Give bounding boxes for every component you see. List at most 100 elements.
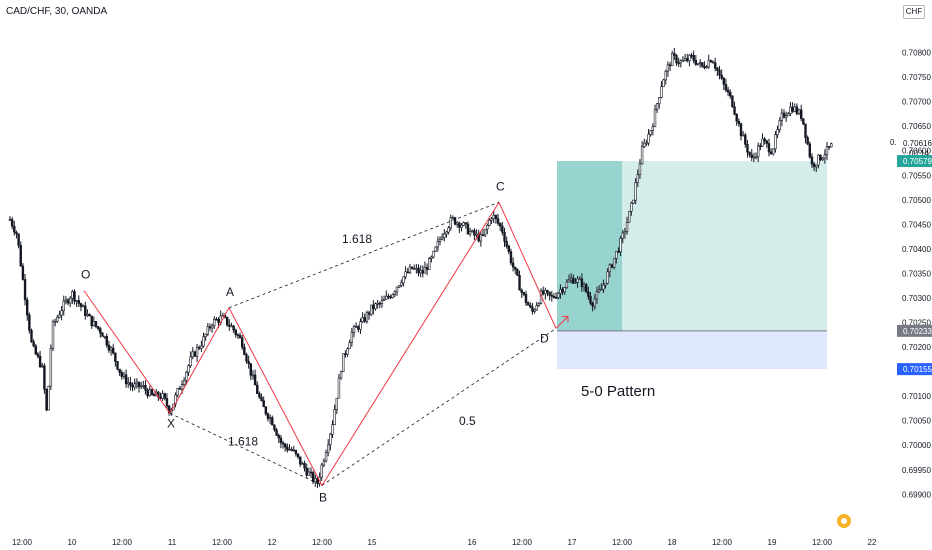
x-tick-label: 16 (468, 538, 477, 547)
candle-body (314, 478, 317, 483)
candle-body (565, 281, 569, 289)
candle-body (286, 446, 289, 451)
candle-body (17, 233, 20, 246)
candle-body (621, 232, 624, 239)
candle-body (647, 133, 650, 144)
candle-body (600, 288, 603, 291)
candle-body (550, 294, 554, 297)
point-label-d: D (540, 331, 549, 345)
y-tick-label: 0.70400 (902, 245, 931, 254)
ratio-label: 1.618 (228, 434, 258, 448)
candle-body (535, 305, 538, 311)
candle-body (694, 60, 698, 65)
candle-body (724, 83, 728, 91)
candle-body (150, 389, 154, 395)
candle-body (744, 134, 747, 145)
candle-body (458, 222, 461, 228)
candle-body (189, 356, 192, 366)
candle-body (789, 106, 792, 114)
candle-body (56, 317, 59, 322)
candle-body (393, 291, 397, 295)
candle-body (640, 146, 644, 165)
candle-body (602, 284, 605, 290)
candle-body (804, 123, 807, 138)
candle-body (561, 289, 564, 293)
candle-body (410, 266, 414, 270)
candle-body (129, 382, 132, 386)
candle-body (320, 464, 323, 478)
candle-body (625, 222, 629, 232)
candle-body (580, 278, 584, 288)
candle-body (96, 326, 100, 329)
candle-body (75, 300, 78, 302)
candle-body (587, 291, 590, 297)
point-label-o: O (81, 268, 90, 282)
candle-body (357, 326, 360, 330)
ratio-line-BD (321, 328, 557, 486)
candle-body (215, 318, 218, 321)
candle-body (460, 225, 463, 228)
candle-body (348, 342, 351, 350)
x-tick-label: 17 (568, 538, 577, 547)
candle-body (520, 289, 523, 293)
candle-body (180, 384, 184, 390)
time-axis[interactable]: 12:00 10 12:00 11 12:00 12 12:00 15 16 12:00 17 12:… (12, 538, 877, 547)
candle-body (692, 55, 695, 61)
candle-body (782, 112, 786, 118)
candle-body (733, 106, 736, 115)
candle-body (511, 262, 515, 268)
candle-body (185, 371, 188, 381)
ratio-label: 1.618 (342, 232, 372, 246)
y-tick-label: 0.70750 (902, 73, 931, 82)
candle-body (408, 266, 412, 273)
y-tick-label: 0.70200 (902, 343, 931, 352)
candle-body (339, 371, 343, 379)
candle-body (432, 250, 435, 258)
candle-body (541, 290, 545, 295)
y-tick-label: 0.70500 (902, 196, 931, 205)
candle-body (378, 302, 381, 305)
harmonic-pattern[interactable]: O X A B C D 1.618 1.618 0.5 (81, 179, 569, 504)
candle-body (221, 314, 225, 317)
candle-body (666, 64, 670, 72)
candle-body (53, 320, 57, 323)
candle-body (268, 417, 272, 420)
x-tick-label: 10 (68, 538, 77, 547)
y-tick-label: 0.70300 (902, 294, 931, 303)
tradingview-logo-icon[interactable] (837, 514, 851, 528)
candle-body (591, 302, 594, 307)
entry-price-tag-bg (897, 324, 932, 337)
currency-button[interactable]: CHF (903, 5, 925, 19)
candle-body (146, 389, 149, 397)
candle-body (60, 310, 63, 316)
candle-body (148, 389, 151, 397)
candle-body (464, 222, 467, 225)
candle-body (455, 222, 459, 225)
candle-body (720, 74, 723, 79)
candle-body (249, 363, 252, 376)
price-axis[interactable]: 0.708000.707500.707000.706500.706000.705… (890, 49, 931, 500)
candle-body (324, 452, 328, 462)
symbol-title[interactable]: CAD/CHF, 30, OANDA (6, 6, 108, 17)
candle-body (488, 219, 491, 226)
candle-body (498, 223, 502, 227)
candle-body (649, 130, 652, 135)
candle-body (49, 348, 53, 387)
y-tick-label: 0.69950 (902, 466, 931, 475)
stop-price-tag-bg (897, 363, 932, 376)
candle-body (200, 345, 203, 349)
candle-body (187, 365, 190, 373)
candle-body (38, 356, 42, 367)
candle-body (51, 321, 55, 349)
pattern-leg-XA (169, 307, 230, 414)
candle-body (247, 360, 250, 364)
position-zones[interactable] (557, 161, 827, 370)
current-price-tag-bg (897, 155, 932, 168)
candle-body (322, 460, 326, 466)
pattern-leg-OX (83, 290, 171, 414)
candle-body (206, 326, 209, 335)
candle-body (662, 79, 665, 88)
x-tick-label: 18 (668, 538, 677, 547)
x-tick-label: 12:00 (712, 538, 733, 547)
